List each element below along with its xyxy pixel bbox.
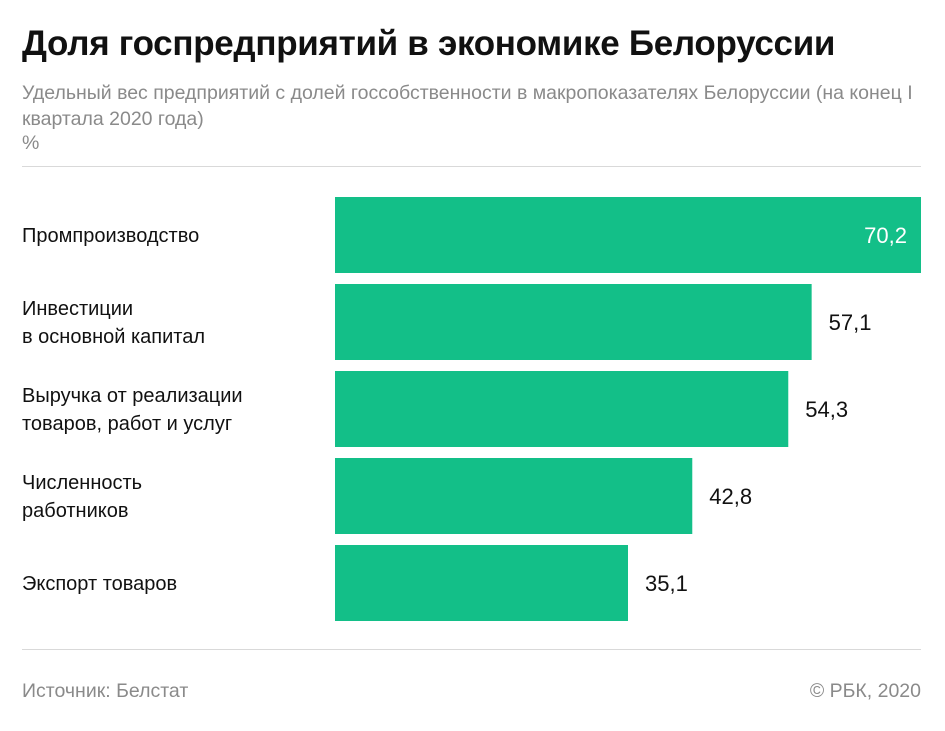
bar: [335, 371, 789, 447]
chart-title: Доля госпредприятий в экономике Белорусс…: [22, 24, 836, 63]
value-label: 70,2: [864, 223, 907, 248]
category-label: Выручка от реализации: [22, 385, 243, 407]
value-label: 54,3: [805, 397, 848, 422]
category-label: Экспорт товаров: [22, 573, 177, 595]
category-label: Инвестиции: [22, 298, 133, 320]
unit-label: %: [22, 132, 40, 154]
bar: [335, 197, 921, 273]
value-label: 57,1: [829, 310, 872, 335]
chart-subtitle: Удельный вес предприятий с долей госсобс…: [22, 82, 913, 130]
bar: [335, 545, 628, 621]
bar: [335, 458, 693, 534]
category-label: в основной капитал: [22, 326, 205, 348]
source-note: Источник: Белстат: [22, 680, 189, 702]
category-label: товаров, работ и услуг: [22, 413, 232, 435]
value-label: 42,8: [709, 484, 752, 509]
category-label: Численность: [22, 472, 142, 494]
category-label: работников: [22, 500, 128, 522]
bottom-divider: [22, 649, 921, 650]
value-label: 35,1: [645, 571, 688, 596]
bar: [335, 284, 812, 360]
category-label: Промпроизводство: [22, 225, 199, 247]
top-divider: [22, 166, 921, 167]
copyright-note: © РБК, 2020: [809, 680, 921, 702]
